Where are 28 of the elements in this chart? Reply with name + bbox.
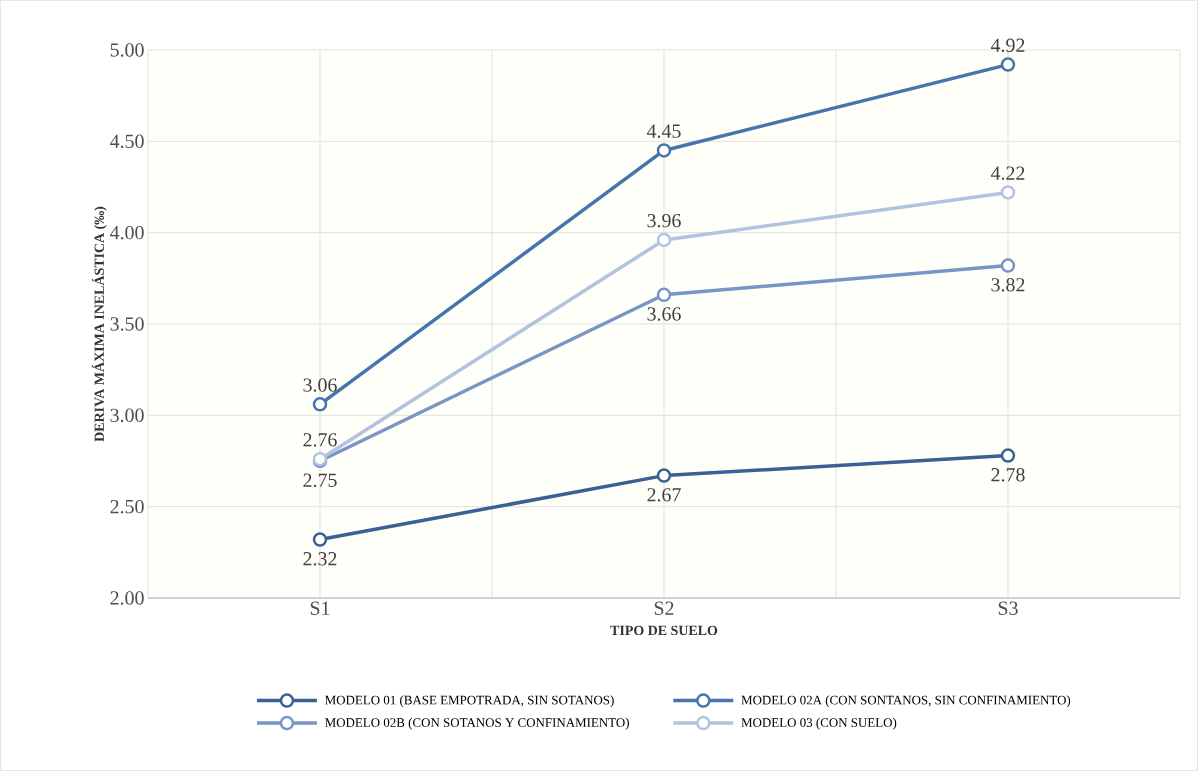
x-tick-label: S2 — [654, 601, 674, 615]
legend-label: MODELO 02B (CON SOTANOS Y CONFINAMIENTO) — [325, 717, 629, 730]
data-label: 2.75 — [303, 473, 337, 487]
x-tick-label: S1 — [310, 601, 330, 615]
data-label: 3.96 — [647, 213, 681, 228]
y-axis-title: DERIVA MÁXIMA INELÁSTICA (‰) — [91, 206, 107, 442]
y-tick-label: 2.50 — [110, 499, 144, 514]
y-tick-label: 2.00 — [110, 591, 144, 605]
data-label: 2.67 — [647, 488, 681, 502]
data-label: 3.66 — [647, 307, 681, 321]
y-tick-label: 4.50 — [110, 134, 144, 149]
data-label: 3.82 — [991, 278, 1025, 292]
data-label: 3.06 — [303, 378, 337, 392]
y-tick-label: 3.00 — [110, 408, 144, 423]
legend-label: MODELO 01 (BASE EMPOTRADA, SIN SOTANOS) — [325, 695, 614, 708]
data-label: 2.76 — [303, 433, 337, 447]
data-label: 2.32 — [303, 552, 337, 566]
legend-label: MODELO 02A (CON SONTANOS, SIN CONFINAMIENTO) — [741, 695, 1071, 708]
legend-label: MODELO 03 (CON SUELO) — [741, 717, 897, 730]
data-label: 4.92 — [990, 38, 1025, 53]
x-axis-title: TIPO DE SUELO — [610, 625, 718, 636]
x-tick-label: S3 — [998, 601, 1018, 615]
y-tick-label: 5.00 — [110, 43, 144, 57]
data-label: 2.78 — [991, 468, 1025, 482]
y-tick-label: 3.50 — [110, 317, 144, 331]
data-label: 4.22 — [990, 166, 1025, 180]
data-label: 4.45 — [646, 124, 681, 138]
y-tick-label: 4.00 — [110, 225, 144, 240]
